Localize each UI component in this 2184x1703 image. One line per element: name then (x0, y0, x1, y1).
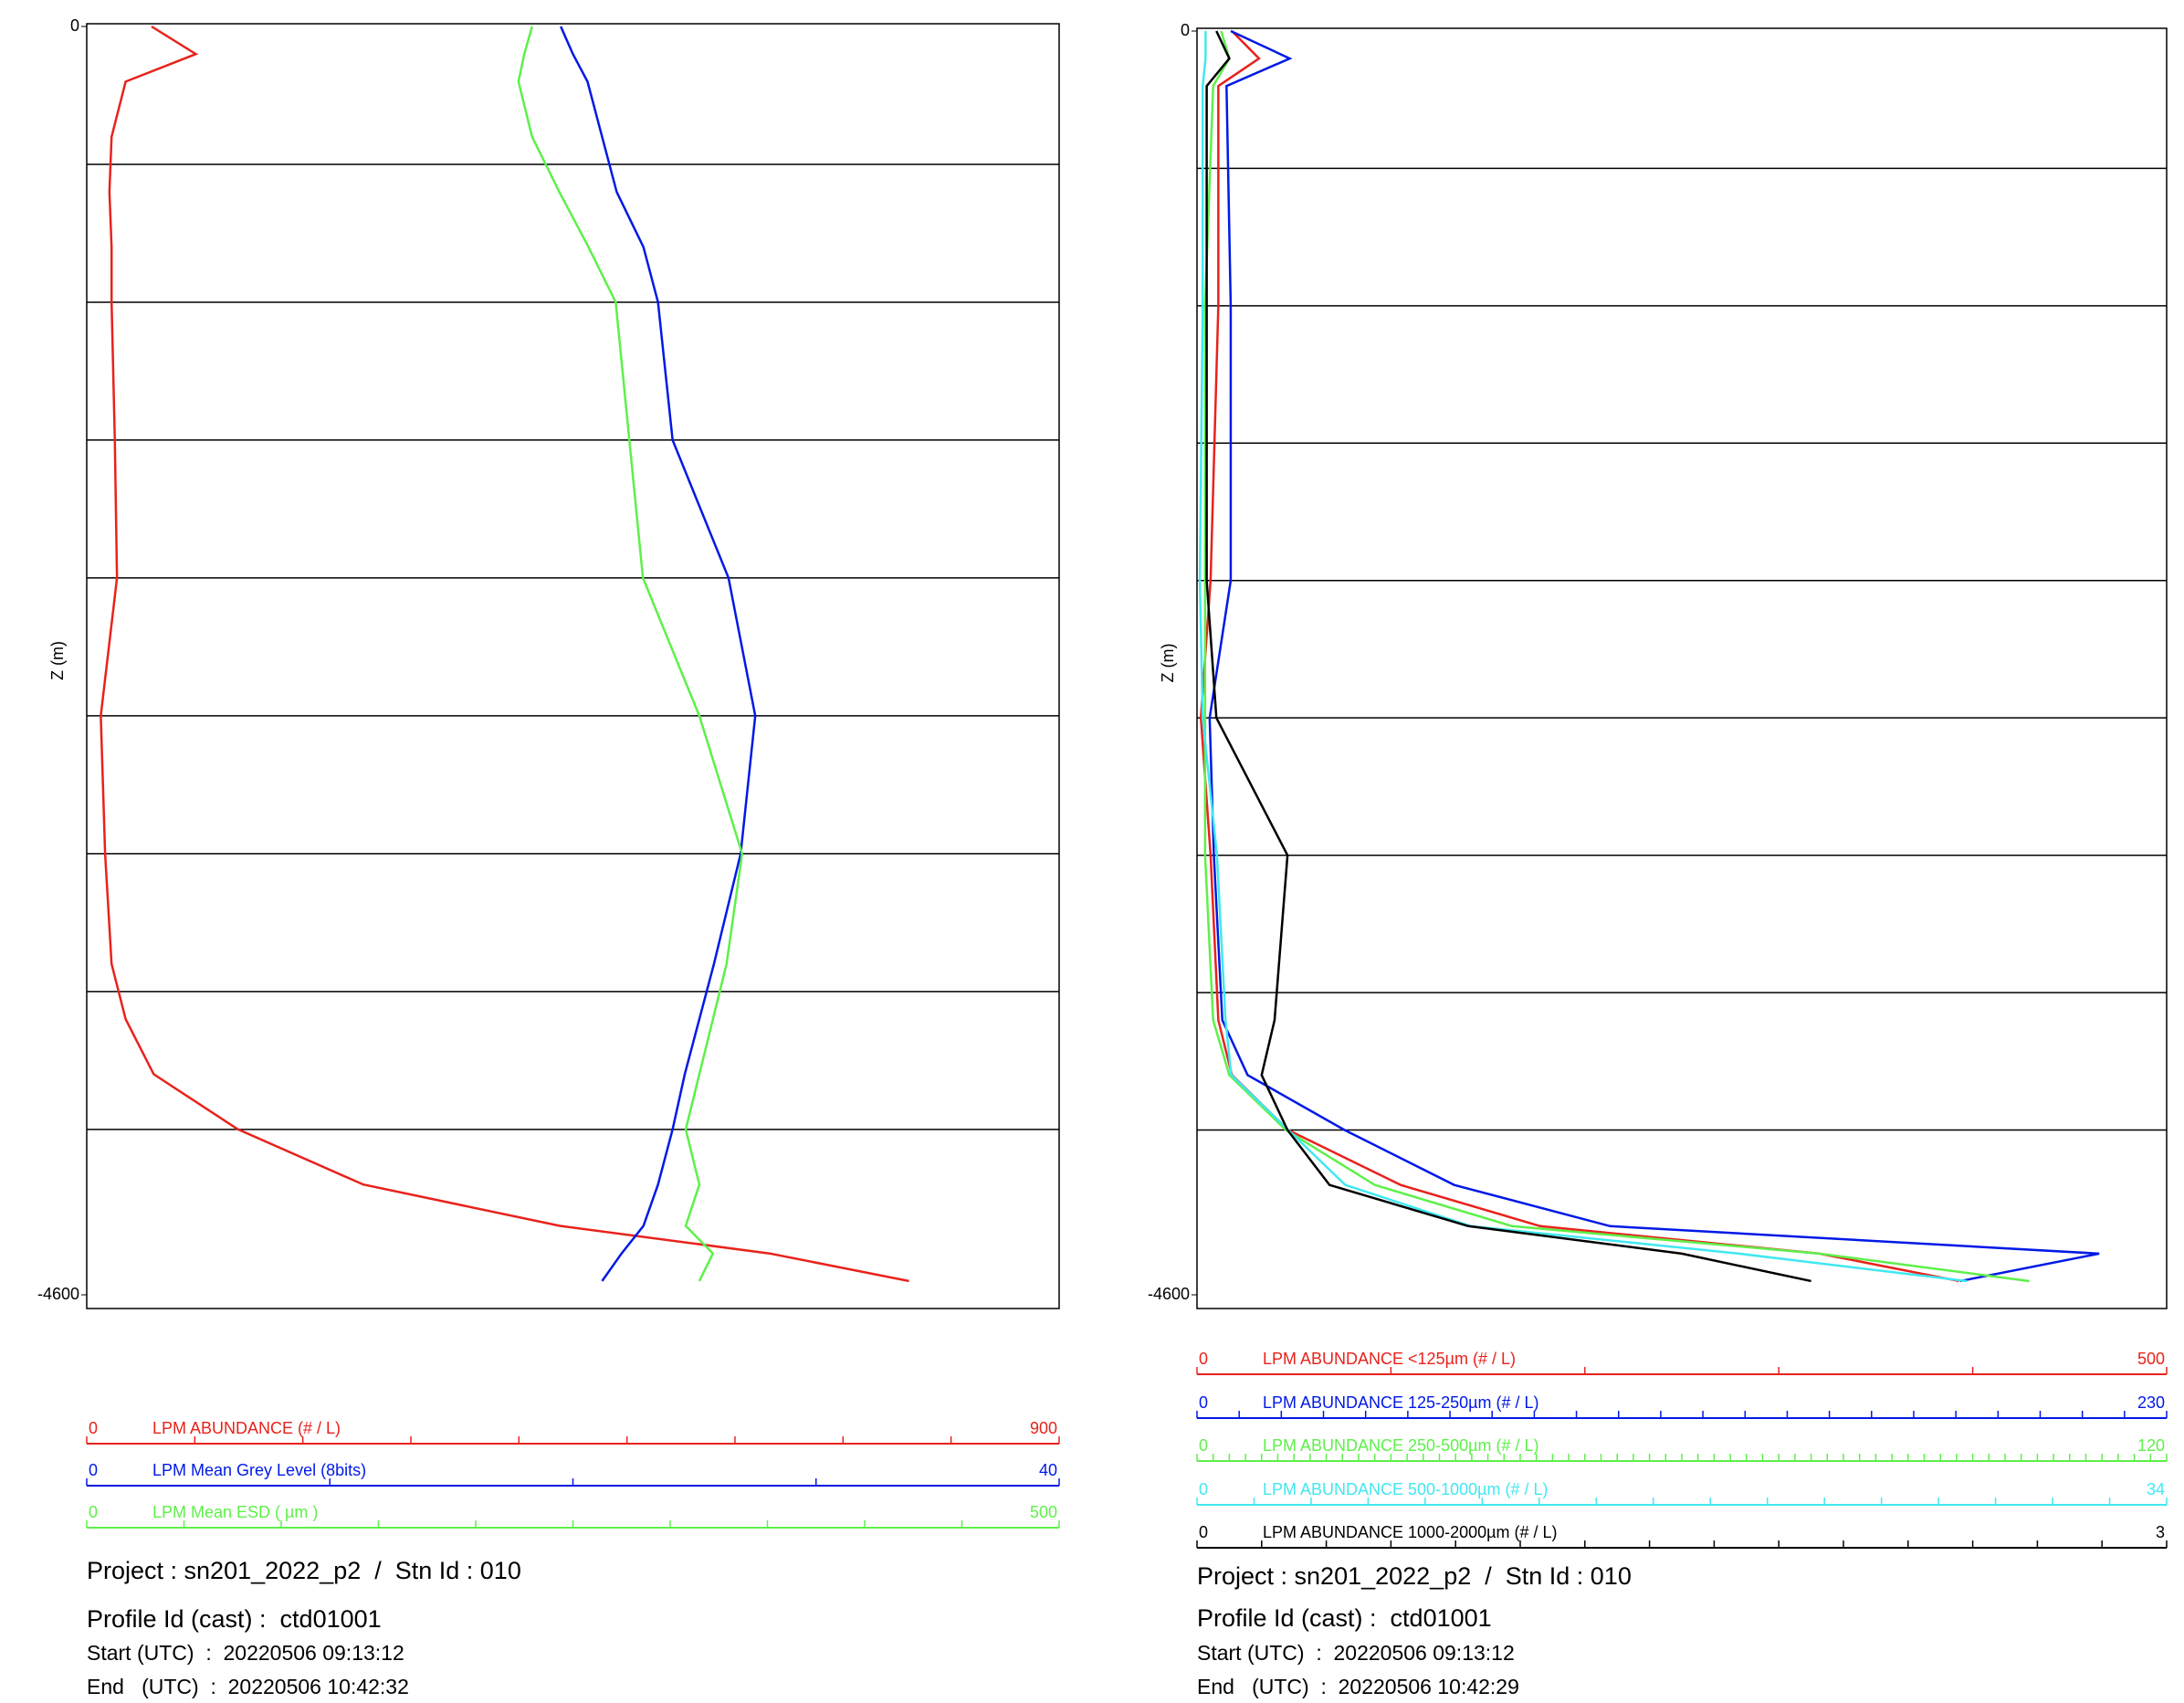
scale-min-label: 0 (89, 1503, 98, 1521)
y-axis-label: Z (m) (48, 641, 67, 680)
plot-frame (86, 23, 1060, 1309)
scale-max-label: 900 (1030, 1419, 1057, 1437)
y-tick-label: -4600 (1148, 1285, 1190, 1303)
scale-max-label: 500 (1030, 1503, 1057, 1521)
info-text: Start (UTC) : 20220506 09:13:12 (87, 1641, 404, 1665)
scale-min-label: 0 (1199, 1436, 1208, 1455)
profile-line (517, 26, 744, 1282)
scale-min-label: 0 (89, 1419, 98, 1437)
info-text: End (UTC) : 20220506 10:42:29 (1197, 1675, 1519, 1698)
legend-entry: LPM ABUNDANCE 250-500µm (# / L) (1263, 1436, 1538, 1455)
y-tick-label: 0 (70, 16, 79, 35)
info-text: End (UTC) : 20220506 10:42:32 (87, 1675, 409, 1698)
legend-entry: LPM Mean Grey Level (8bits) (152, 1461, 366, 1479)
legend-entry: LPM ABUNDANCE (# / L) (152, 1419, 341, 1437)
y-tick-label: -4600 (37, 1285, 79, 1303)
y-tick-label: 0 (1181, 21, 1190, 39)
info-text: Project : sn201_2022_p2 / Stn Id : 010 (1197, 1562, 1632, 1590)
legend-entry: LPM ABUNDANCE 1000-2000µm (# / L) (1263, 1523, 1558, 1541)
info-text: Project : sn201_2022_p2 / Stn Id : 010 (87, 1557, 521, 1584)
legend-entry: LPM ABUNDANCE 125-250µm (# / L) (1263, 1393, 1538, 1412)
scale-max-label: 34 (2147, 1480, 2165, 1498)
y-axis-label: Z (m) (1159, 644, 1177, 683)
scale-min-label: 0 (1199, 1393, 1208, 1412)
scale-max-label: 40 (1039, 1461, 1057, 1479)
plot-frame (1196, 27, 2168, 1309)
scale-min-label: 0 (1199, 1523, 1208, 1541)
scale-min-label: 0 (1199, 1350, 1208, 1368)
scale-max-label: 230 (2137, 1393, 2165, 1412)
scale-min-label: 0 (1199, 1480, 1208, 1498)
legend-entry: LPM Mean ESD ( µm ) (152, 1503, 318, 1521)
profile-line (1208, 29, 2100, 1283)
info-text: Start (UTC) : 20220506 09:13:12 (1197, 1641, 1515, 1665)
profile-line (1198, 31, 1968, 1283)
scale-max-label: 500 (2137, 1350, 2165, 1368)
info-text: Profile Id (cast) : ctd01001 (87, 1605, 382, 1633)
legend-entry: LPM ABUNDANCE 500-1000µm (# / L) (1263, 1480, 1549, 1498)
legend-entry: LPM ABUNDANCE <125µm (# / L) (1263, 1350, 1516, 1368)
profile-line (1199, 30, 1959, 1283)
info-text: Profile Id (cast) : ctd01001 (1197, 1604, 1492, 1632)
profile-line (1203, 30, 2030, 1283)
scale-max-label: 3 (2156, 1523, 2165, 1541)
scale-max-label: 120 (2137, 1436, 2165, 1455)
profile-line (560, 26, 757, 1282)
scale-min-label: 0 (89, 1461, 98, 1479)
profile-line (1205, 30, 1811, 1283)
profile-line (100, 25, 909, 1283)
